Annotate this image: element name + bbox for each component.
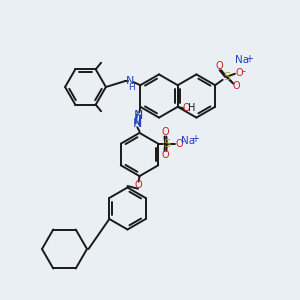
Text: O: O	[162, 150, 169, 161]
Text: N: N	[126, 76, 134, 86]
Text: S: S	[163, 139, 170, 149]
Text: O: O	[232, 81, 240, 91]
Text: O: O	[215, 61, 223, 71]
Text: +: +	[191, 134, 200, 144]
Text: N: N	[133, 117, 142, 130]
Text: O: O	[183, 103, 190, 113]
Text: O: O	[162, 127, 169, 137]
Text: H: H	[128, 83, 135, 92]
Text: +: +	[245, 54, 253, 64]
Text: S: S	[223, 72, 230, 82]
Text: N: N	[134, 109, 143, 122]
Text: O: O	[134, 180, 142, 190]
Text: -: -	[241, 66, 245, 76]
Text: Na: Na	[235, 55, 249, 65]
Text: -: -	[181, 136, 184, 146]
Text: O: O	[175, 139, 183, 149]
Text: Na: Na	[182, 136, 196, 146]
Text: O: O	[235, 68, 243, 78]
Text: H: H	[188, 103, 195, 113]
